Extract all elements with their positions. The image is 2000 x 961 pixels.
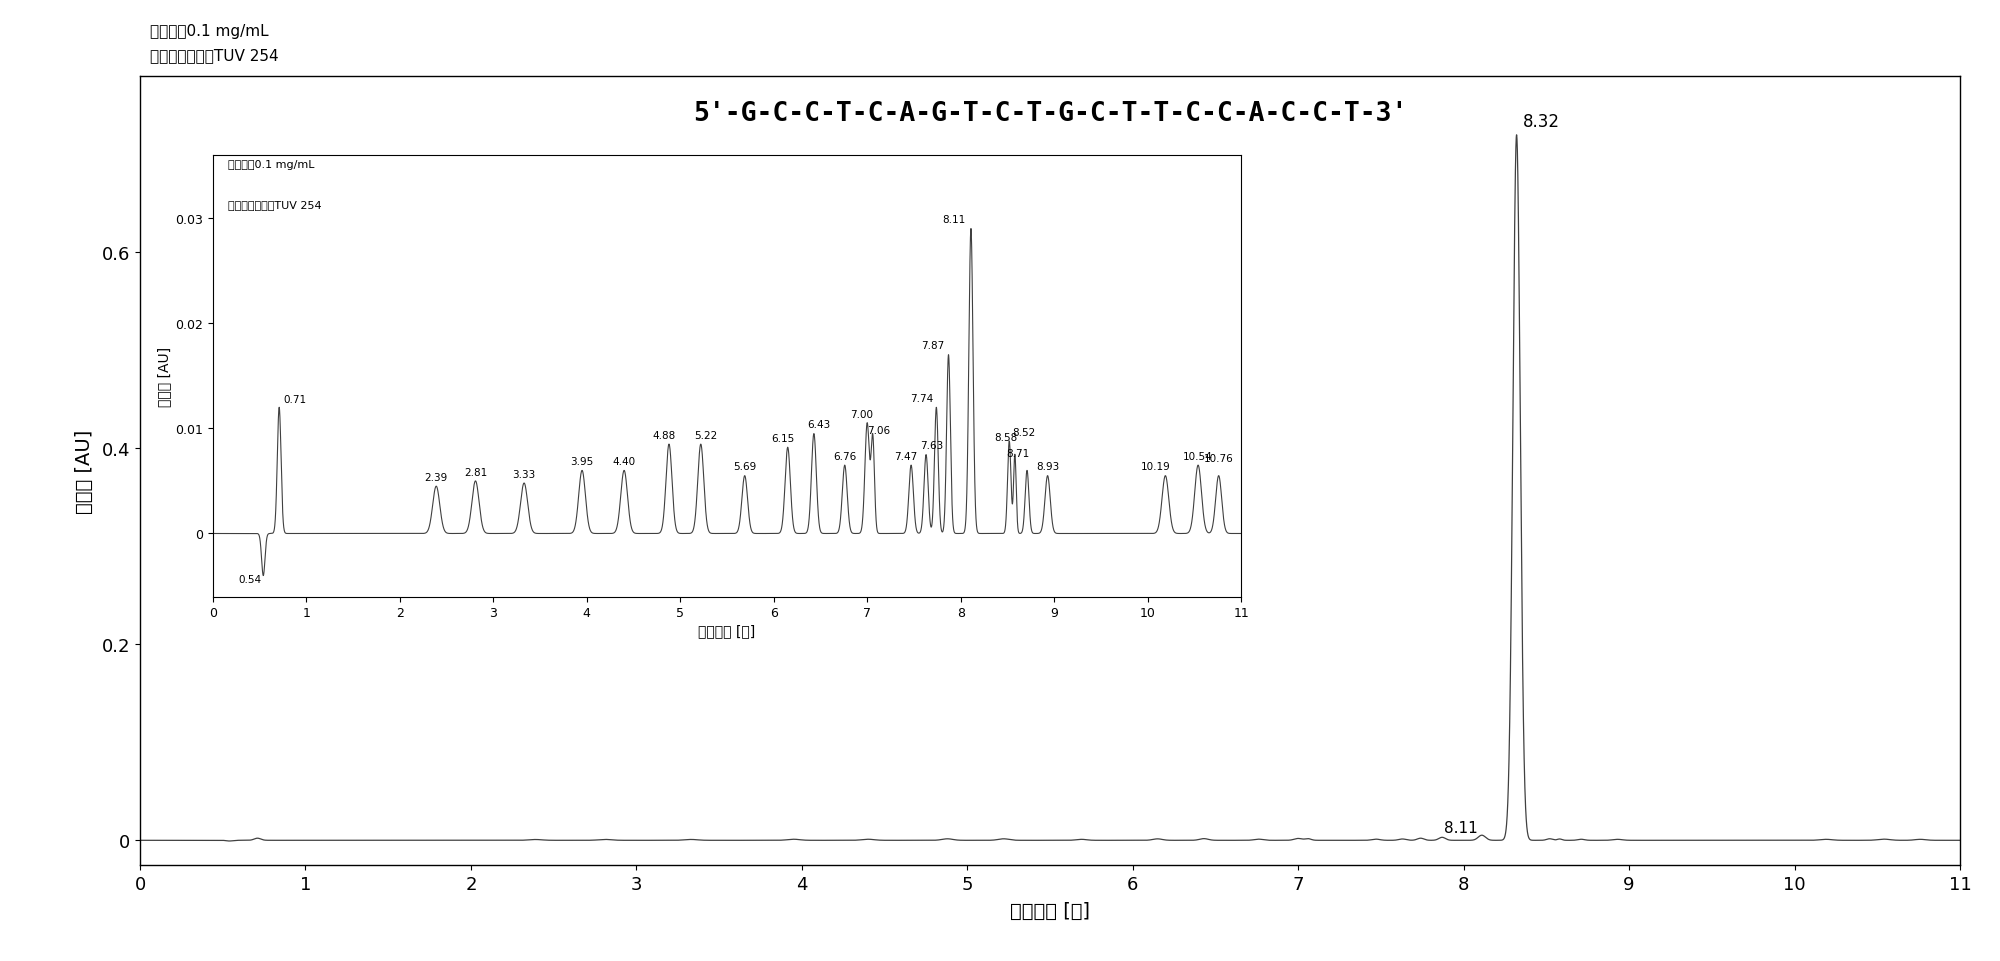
Text: チャンネル名：TUV 254: チャンネル名：TUV 254 xyxy=(150,48,278,63)
Text: 8.11: 8.11 xyxy=(1444,820,1478,835)
Text: 8.32: 8.32 xyxy=(1524,112,1560,131)
Text: 5'-G-C-C-T-C-A-G-T-C-T-G-C-T-T-C-C-A-C-C-T-3': 5'-G-C-C-T-C-A-G-T-C-T-G-C-T-T-C-C-A-C-C… xyxy=(692,101,1408,127)
Text: 項目名：0.1 mg/mL: 項目名：0.1 mg/mL xyxy=(150,24,268,39)
Text: MW: 5979.9: MW: 5979.9 xyxy=(962,203,1138,229)
Y-axis label: 吸光度 [AU]: 吸光度 [AU] xyxy=(74,429,94,513)
X-axis label: 保持時間 [分]: 保持時間 [分] xyxy=(1010,900,1090,920)
